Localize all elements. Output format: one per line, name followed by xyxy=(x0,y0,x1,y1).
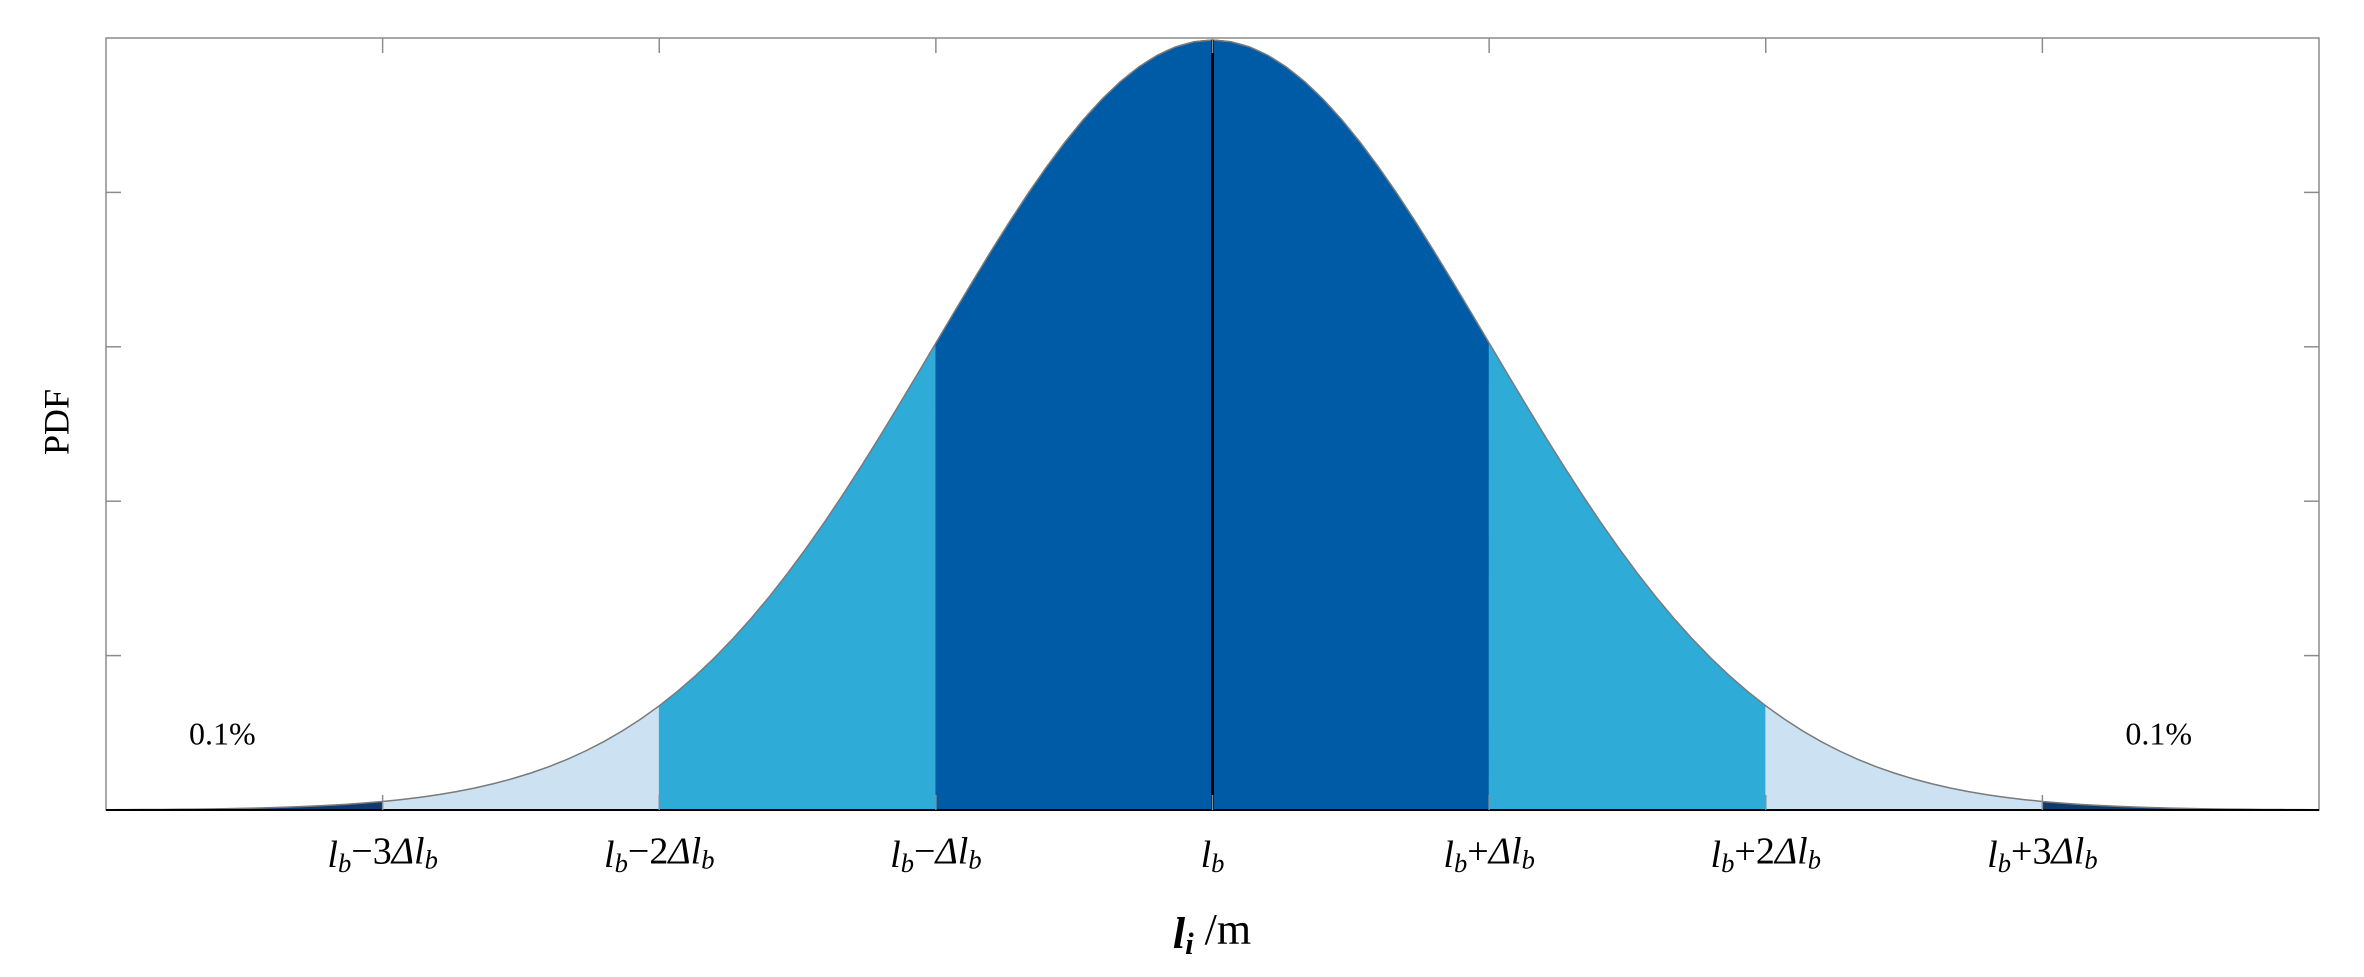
x-tick-label: lb−2Δlb xyxy=(604,830,714,878)
x-tick-label: lb−Δlb xyxy=(890,830,981,878)
x-axis-title: li /m xyxy=(1173,905,1251,961)
region xyxy=(1765,705,2043,811)
x-tick-label: lb−3Δlb xyxy=(327,830,437,878)
x-tick-label: lb+2Δlb xyxy=(1711,830,1821,878)
x-tick-label: lb+Δlb xyxy=(1443,830,1534,878)
annotation: 0.1% xyxy=(2125,715,2192,751)
x-tick-label: lb+3Δlb xyxy=(1987,830,2097,878)
annotation: 0.1% xyxy=(189,715,256,751)
region xyxy=(382,705,660,811)
y-axis-title: PDF xyxy=(36,389,76,455)
x-tick-label: lb xyxy=(1201,834,1225,878)
